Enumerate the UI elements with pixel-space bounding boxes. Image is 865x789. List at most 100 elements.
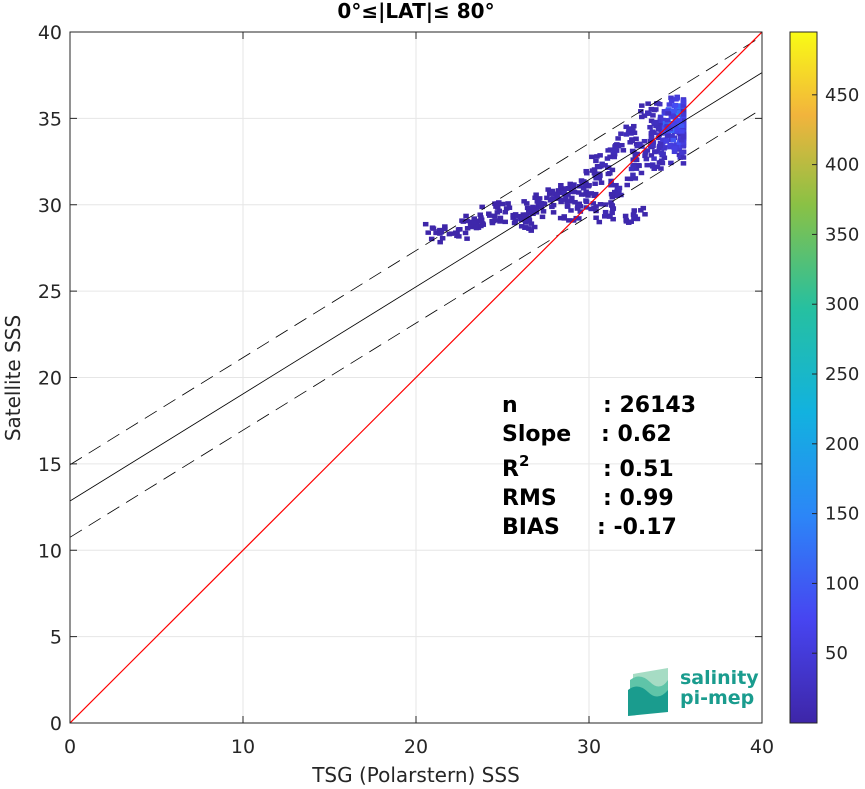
stat-slope-label: Slope bbox=[502, 422, 571, 447]
density-cell bbox=[571, 182, 577, 187]
density-cell bbox=[670, 114, 677, 119]
density-cell bbox=[646, 111, 652, 116]
density-cell bbox=[664, 133, 671, 138]
density-cell bbox=[546, 191, 553, 196]
density-cell bbox=[630, 164, 636, 169]
density-cell bbox=[680, 142, 687, 148]
density-cell bbox=[493, 204, 499, 209]
density-cell bbox=[647, 124, 653, 130]
density-cell bbox=[592, 191, 599, 197]
density-cell bbox=[436, 229, 442, 234]
density-cell bbox=[668, 160, 674, 166]
density-cell bbox=[680, 126, 687, 131]
density-cell bbox=[592, 181, 598, 186]
density-cell bbox=[608, 191, 615, 197]
density-cell bbox=[608, 203, 615, 208]
x-tick-label: 30 bbox=[577, 736, 601, 758]
density-cell bbox=[680, 114, 687, 120]
density-cell bbox=[580, 185, 587, 191]
x-tick-label: 20 bbox=[404, 736, 428, 758]
density-cell bbox=[576, 184, 583, 189]
density-cell bbox=[659, 160, 666, 166]
density-cell bbox=[650, 113, 656, 118]
density-cell bbox=[425, 230, 432, 235]
stat-n-value: : 26143 bbox=[603, 393, 696, 418]
density-cell bbox=[532, 195, 538, 201]
density-cell bbox=[676, 145, 682, 151]
density-cell bbox=[430, 226, 437, 231]
density-cell bbox=[439, 236, 446, 241]
density-cell bbox=[578, 192, 585, 197]
density-cell bbox=[593, 158, 599, 164]
density-cell bbox=[613, 182, 619, 188]
density-cell bbox=[628, 131, 634, 136]
density-cell bbox=[677, 155, 684, 160]
density-cell bbox=[499, 201, 506, 207]
density-cell bbox=[607, 147, 614, 152]
density-cell bbox=[593, 215, 599, 220]
density-cell bbox=[644, 162, 650, 168]
density-cell bbox=[597, 153, 603, 158]
density-cell bbox=[550, 196, 557, 201]
density-cell bbox=[627, 176, 634, 182]
density-cell bbox=[671, 104, 678, 109]
density-cell bbox=[502, 209, 509, 215]
density-cell bbox=[502, 219, 508, 225]
colorbar-tick-label: 100 bbox=[825, 573, 859, 594]
density-cell bbox=[630, 212, 637, 218]
density-cell bbox=[645, 101, 651, 106]
density-cell bbox=[650, 143, 656, 148]
density-cell bbox=[657, 143, 663, 149]
density-cell bbox=[651, 166, 657, 171]
density-cell bbox=[609, 167, 616, 173]
density-cell bbox=[642, 212, 648, 217]
density-cell bbox=[583, 199, 590, 205]
density-cell bbox=[437, 231, 443, 236]
stat-bias-value: : -0.17 bbox=[597, 515, 677, 540]
density-cell bbox=[473, 223, 479, 228]
density-cell bbox=[649, 164, 656, 169]
identity-line bbox=[70, 32, 762, 723]
density-cell bbox=[442, 226, 448, 232]
density-cell bbox=[662, 145, 668, 150]
colorbar-tick-label: 150 bbox=[825, 504, 859, 525]
density-cell bbox=[680, 118, 687, 123]
density-cell bbox=[594, 154, 600, 159]
density-cell bbox=[623, 217, 629, 223]
y-tick-label: 25 bbox=[38, 281, 62, 303]
density-cell bbox=[433, 230, 439, 236]
density-cell bbox=[671, 108, 678, 114]
density-cell bbox=[583, 168, 589, 174]
x-axis-label: TSG (Polarstern) SSS bbox=[311, 763, 520, 787]
stat-r2-label: R2 bbox=[502, 452, 529, 482]
density-cell bbox=[623, 132, 630, 137]
density-cell bbox=[628, 219, 634, 224]
density-cell bbox=[664, 108, 671, 114]
density-cell bbox=[494, 201, 500, 206]
y-tick-label: 10 bbox=[38, 540, 62, 562]
density-cell bbox=[658, 122, 665, 128]
density-cell bbox=[559, 197, 565, 202]
density-cell bbox=[680, 112, 687, 117]
density-cell bbox=[531, 224, 538, 230]
density-cell bbox=[549, 188, 556, 194]
density-cell bbox=[680, 103, 687, 108]
density-cell bbox=[630, 128, 636, 133]
density-cell bbox=[519, 217, 525, 223]
density-cell bbox=[633, 136, 639, 142]
density-cell bbox=[662, 120, 669, 126]
density-cell bbox=[422, 221, 429, 227]
density-cell bbox=[602, 163, 608, 168]
density-cell bbox=[545, 187, 551, 192]
density-cell bbox=[464, 218, 470, 224]
density-cell bbox=[478, 223, 484, 229]
density-cell bbox=[476, 218, 483, 224]
density-cell bbox=[452, 230, 459, 235]
x-axis-ticks: 0 10 20 30 40 bbox=[64, 32, 774, 758]
density-cell bbox=[672, 146, 678, 151]
density-cell bbox=[652, 149, 658, 154]
density-cell bbox=[677, 109, 683, 115]
density-cell bbox=[564, 186, 570, 192]
density-cell bbox=[608, 178, 614, 184]
